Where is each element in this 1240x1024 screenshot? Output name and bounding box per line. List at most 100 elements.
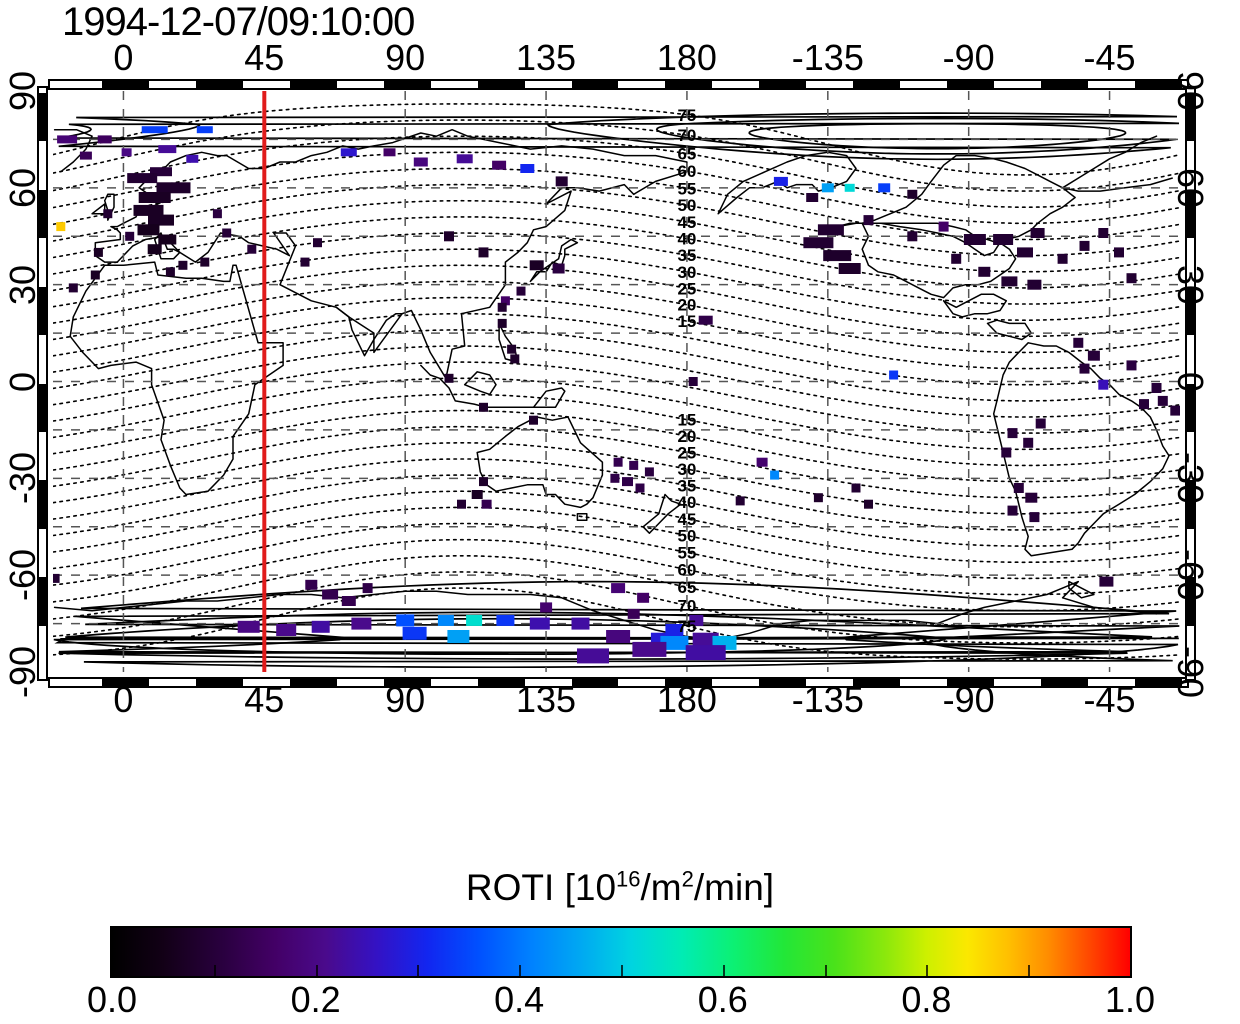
maglat-label: 40 <box>677 493 696 512</box>
roti-cell <box>237 620 260 633</box>
frame-segment <box>853 81 901 88</box>
coastline-segment-13 <box>717 151 857 215</box>
maglat-contour-10 <box>53 312 1180 386</box>
roti-cell <box>1001 276 1018 287</box>
roti-cell <box>665 624 684 636</box>
roti-cell <box>813 493 823 503</box>
north-oval-1 <box>57 117 1180 155</box>
maglat-contour--55 <box>53 522 1180 596</box>
frame-segment <box>477 679 525 686</box>
roti-cell <box>823 250 852 262</box>
roti-cell <box>1017 247 1033 258</box>
frame-segment <box>571 679 619 686</box>
x-tick-label: -90 <box>942 679 995 720</box>
roti-cell <box>1151 383 1162 393</box>
maglat-contour-60 <box>53 151 1180 225</box>
maglat-contour--10 <box>53 377 1180 451</box>
roti-cell <box>1099 576 1114 587</box>
roti-cell <box>500 296 510 306</box>
roti-cell <box>632 641 667 657</box>
roti-cell <box>186 154 199 163</box>
roti-cell <box>478 247 489 258</box>
maglat-contour-65 <box>53 135 1180 208</box>
roti-cell <box>637 592 650 603</box>
map-plot-area[interactable]: 75 70 65 60 55 50 45 40 35 30 25 20 15 15 20 25 30 35 40 45… <box>37 79 1196 688</box>
maglat-label: 50 <box>677 196 696 215</box>
roti-cell <box>993 234 1014 245</box>
roti-cell <box>200 257 210 267</box>
roti-cell <box>413 157 428 167</box>
maglat-label: 45 <box>677 510 696 529</box>
roti-cell <box>1087 350 1100 361</box>
roti-cell <box>1079 363 1090 374</box>
maglat-contour-25 <box>53 264 1180 338</box>
roti-cell <box>56 222 66 232</box>
south-oval-0 <box>53 617 1179 656</box>
colorbar-title-end: /min] <box>693 867 775 908</box>
roti-cell <box>497 318 507 328</box>
roti-cell <box>770 470 780 480</box>
roti-cell <box>529 617 550 630</box>
roti-cell <box>137 224 160 236</box>
coastline-segment-16 <box>942 293 1008 318</box>
colorbar-title: ROTI [1016/m2/min] <box>0 868 1240 908</box>
roti-cell <box>1126 360 1137 371</box>
roti-cell <box>689 614 704 626</box>
colorbar[interactable] <box>110 926 1132 978</box>
x-tick-label: -135 <box>791 679 864 720</box>
roti-cell <box>133 204 164 216</box>
maglat-contour-45 <box>53 199 1180 273</box>
maglat-label: 40 <box>677 230 696 249</box>
frame-segment <box>1187 383 1194 432</box>
roti-cell <box>496 614 515 626</box>
roti-cell <box>247 244 257 254</box>
x-tick-label: 180 <box>656 679 717 720</box>
roti-cell <box>817 224 844 236</box>
roti-cell <box>158 145 177 154</box>
roti-cell <box>396 614 415 627</box>
magnetic-latitude-contours <box>53 103 1180 660</box>
roti-cell <box>821 183 834 193</box>
roti-cell <box>444 373 454 383</box>
roti-cell <box>889 370 899 380</box>
roti-cell <box>141 126 168 134</box>
roti-cell <box>156 182 191 194</box>
maglat-contour-0 <box>53 345 1180 418</box>
roti-cell <box>635 483 645 493</box>
roti-cell <box>863 215 874 226</box>
frame-segment <box>1187 286 1194 336</box>
maglat-contour-35 <box>53 232 1180 305</box>
maglat-contour--45 <box>53 490 1180 564</box>
x-tick-label: 45 <box>244 679 285 720</box>
roti-cell <box>698 315 713 325</box>
maglat-label: 20 <box>677 296 696 315</box>
roti-cell <box>1007 505 1018 516</box>
maglat-contour-20 <box>53 280 1180 354</box>
coastline-segment-18 <box>53 128 1173 192</box>
colorbar-label: 1.0 <box>1104 979 1156 1020</box>
roti-cell <box>57 135 78 144</box>
roti-cell <box>688 377 698 386</box>
frame-segment <box>39 286 46 336</box>
roti-cell <box>212 209 222 219</box>
roti-cell <box>497 302 507 312</box>
roti-cell <box>196 126 213 134</box>
frame-segment <box>1135 679 1182 686</box>
frame-segment <box>101 81 149 88</box>
roti-cell <box>1073 337 1084 348</box>
roti-cell <box>276 624 297 636</box>
roti-cell <box>552 263 565 274</box>
roti-cell <box>660 635 689 650</box>
roti-cell <box>93 247 103 257</box>
maglat-label: 50 <box>677 527 696 546</box>
roti-cell <box>1139 399 1149 410</box>
maglat-contour-50 <box>53 183 1180 257</box>
roti-cell <box>540 602 553 613</box>
frame-segment <box>39 480 46 529</box>
roti-cell <box>1114 247 1124 258</box>
roti-cell <box>456 154 473 164</box>
maglat-contour--40 <box>53 474 1180 547</box>
roti-cell <box>313 238 322 248</box>
colorbar-tick <box>824 965 827 976</box>
roti-cell <box>756 457 768 467</box>
